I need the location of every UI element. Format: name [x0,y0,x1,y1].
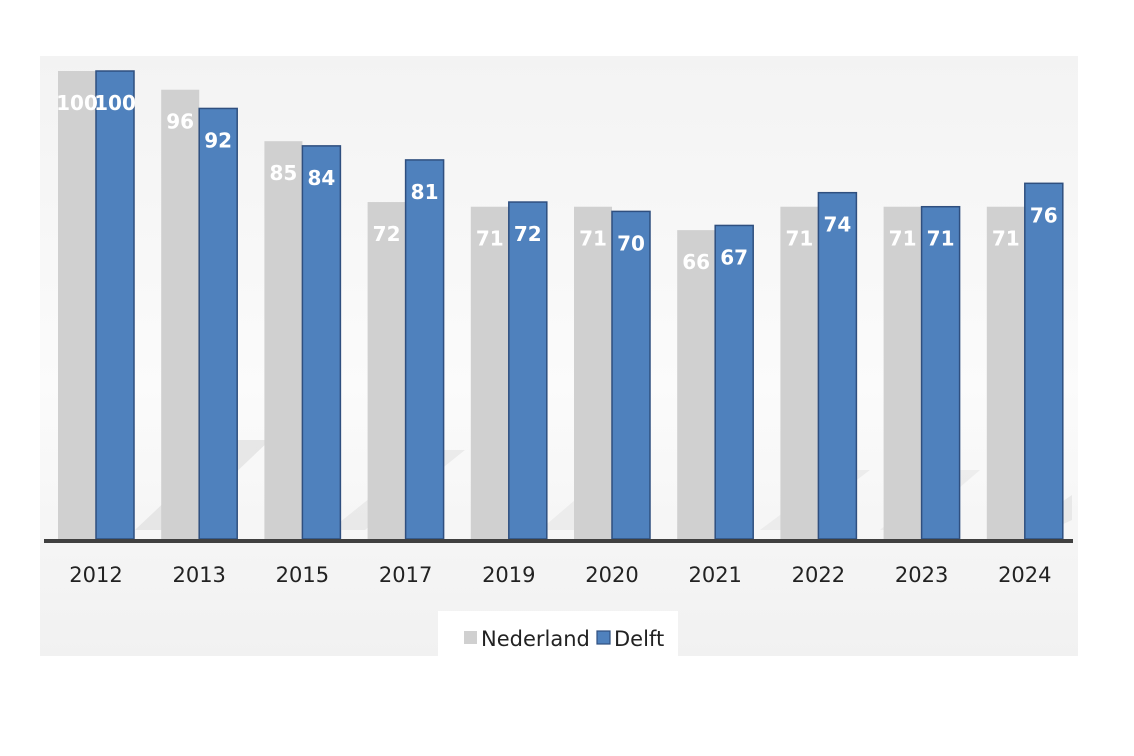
bar-group-2022: 71 74 [780,191,858,540]
bar-nederland-2022 [780,206,819,539]
data-label-delft-2021: 67 [720,245,748,269]
bar-delft-2013 [198,107,238,540]
bar-group-2015: 85 84 [264,141,342,540]
data-label-nederland-2017: 72 [373,222,401,246]
x-tick-label-2013: 2013 [172,563,225,587]
x-tick-label-2015: 2015 [276,563,329,587]
data-label-nederland-2023: 71 [889,227,917,251]
data-label-nederland-2019: 71 [476,227,504,251]
bar-group-2020: 71 70 [574,206,651,540]
bar-group-2019: 71 72 [470,201,548,540]
x-tick-label-2022: 2022 [792,563,845,587]
bar-group-2013: 96 92 [161,89,238,540]
legend-background [438,611,678,656]
data-label-nederland-2013: 96 [166,110,194,134]
x-tick-label-2012: 2012 [69,563,122,587]
x-tick-label-2020: 2020 [585,563,638,587]
bar-nederland-2013 [161,89,200,539]
bar-nederland-2021 [677,230,716,539]
data-label-delft-2023: 71 [927,227,955,251]
data-label-nederland-2024: 71 [992,227,1020,251]
data-label-delft-2015: 84 [307,166,335,190]
bar-nederland-2024 [986,206,1025,539]
legend: Nederland Delft [438,611,678,656]
bar-group-2024: 71 76 [986,182,1064,540]
bar-delft-2020 [611,210,651,540]
data-label-delft-2017: 81 [411,180,439,204]
legend-swatch-nederland [464,631,477,644]
data-label-delft-2013: 92 [204,128,232,152]
bar-nederland-2012 [58,71,96,539]
data-label-delft-2024: 76 [1030,203,1058,227]
data-label-delft-2012: 100 [94,91,136,115]
bar-nederland-2020 [574,206,612,539]
bar-group-2021: 66 67 [677,224,754,540]
data-label-nederland-2020: 71 [579,227,607,251]
data-label-nederland-2012: 100 [56,91,98,115]
bar-delft-2017 [404,159,445,540]
bar-delft-2019 [508,201,548,540]
legend-label-nederland: Nederland [481,627,590,651]
bar-group-2023: 71 71 [883,205,961,540]
bar-nederland-2019 [470,206,509,539]
legend-label-delft: Delft [614,627,664,651]
x-tick-label-2017: 2017 [379,563,432,587]
x-tick-label-2024: 2024 [998,563,1051,587]
bar-group-2017: 72 81 [367,159,445,540]
bar-delft-2024 [1024,182,1064,540]
x-tick-label-2019: 2019 [482,563,535,587]
data-label-nederland-2015: 85 [269,161,297,185]
x-tick-label-2021: 2021 [688,563,741,587]
bar-delft-2023 [920,205,961,540]
bar-nederland-2017 [367,202,406,540]
x-tick-label-2023: 2023 [895,563,948,587]
data-label-nederland-2022: 71 [785,227,813,251]
data-label-nederland-2021: 66 [682,250,710,274]
bar-delft-2015 [301,145,342,540]
bar-nederland-2023 [883,206,922,539]
bar-delft-2021 [714,224,754,540]
bar-nederland-2015 [264,141,303,539]
bar-delft-2012 [95,70,135,540]
bar-delft-2022 [817,191,858,540]
data-label-delft-2020: 70 [617,231,645,255]
data-label-delft-2019: 72 [514,222,542,246]
data-label-delft-2022: 74 [823,213,851,237]
legend-swatch-delft [596,630,611,645]
